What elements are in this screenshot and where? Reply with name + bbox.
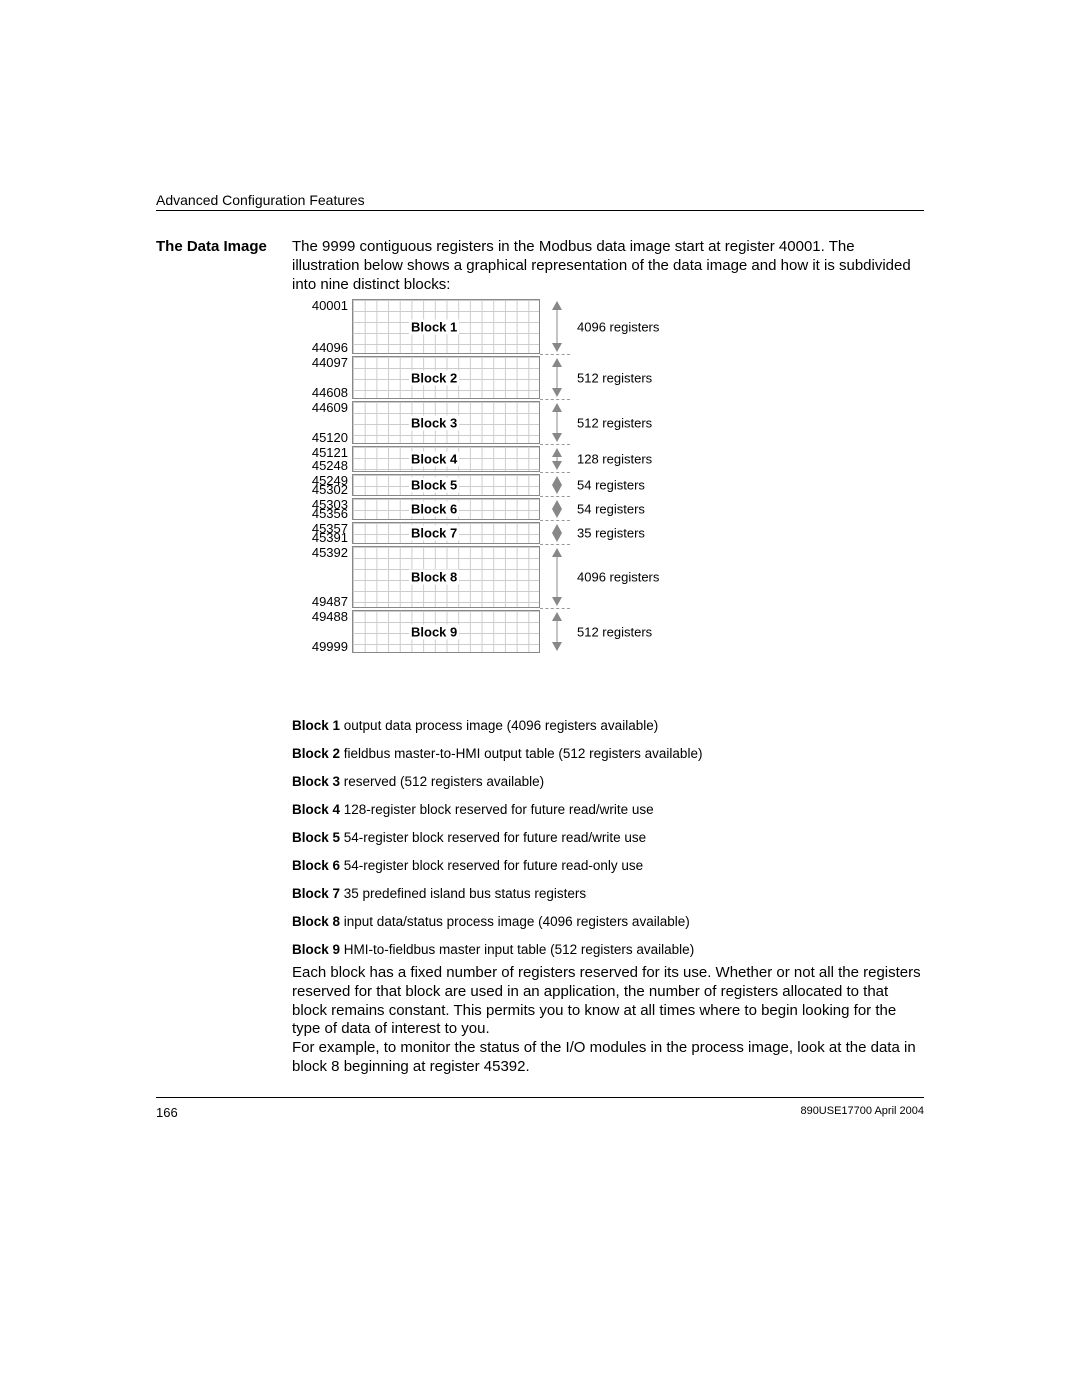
closing-paragraph: Each block has a fixed number of registe… bbox=[292, 964, 924, 1077]
block-description: Block 7 35 predefined island bus status … bbox=[292, 886, 924, 901]
block-description: Block 5 54-register block reserved for f… bbox=[292, 830, 924, 845]
range-arrow-icon bbox=[550, 610, 564, 653]
range-arrow-icon bbox=[550, 299, 564, 354]
register-count: 4096 registers bbox=[577, 319, 659, 334]
register-count: 512 registers bbox=[577, 370, 652, 385]
block-addr-end: 44096 bbox=[292, 341, 348, 354]
block-addr-start: 44097 bbox=[292, 356, 348, 369]
range-arrow-icon bbox=[550, 401, 564, 444]
block-row: Block 3 44609 45120 512 registers bbox=[292, 401, 712, 444]
range-arrow-icon bbox=[550, 474, 564, 496]
block-row: Block 64530345356 54 registers bbox=[292, 498, 712, 520]
block-description-name: Block 8 bbox=[292, 914, 340, 929]
block-row: Block 44512145248 128 registers bbox=[292, 446, 712, 472]
block-description-text: HMI-to-fieldbus master input table (512 … bbox=[340, 942, 694, 957]
range-arrow-icon bbox=[550, 498, 564, 520]
block-label: Block 9 bbox=[409, 624, 459, 639]
running-header: Advanced Configuration Features bbox=[156, 192, 924, 208]
block-label: Block 7 bbox=[409, 526, 459, 541]
block-description-name: Block 7 bbox=[292, 886, 340, 901]
block-label: Block 8 bbox=[409, 570, 459, 585]
register-count: 128 registers bbox=[577, 452, 652, 467]
block-description-list: Block 1 output data process image (4096 … bbox=[292, 718, 924, 970]
block-label: Block 2 bbox=[409, 370, 459, 385]
data-image-diagram: Block 1 40001 44096 4096 registers Block 2 4… bbox=[292, 299, 712, 655]
block-addr-end: 45356 bbox=[292, 507, 348, 520]
block-divider bbox=[540, 544, 570, 545]
header-rule bbox=[156, 210, 924, 211]
block-label: Block 1 bbox=[409, 319, 459, 334]
block-label: Block 5 bbox=[409, 478, 459, 493]
block-description-text: 54-register block reserved for future re… bbox=[340, 830, 646, 845]
block-addr-start: 40001 bbox=[292, 299, 348, 312]
block-description: Block 6 54-register block reserved for f… bbox=[292, 858, 924, 873]
block-divider bbox=[540, 354, 570, 355]
block-description-text: 54-register block reserved for future re… bbox=[340, 858, 643, 873]
block-addr-start: 49488 bbox=[292, 610, 348, 623]
block-description-text: 35 predefined island bus status register… bbox=[340, 886, 586, 901]
block-divider bbox=[540, 608, 570, 609]
range-arrow-icon bbox=[550, 356, 564, 399]
block-description-text: reserved (512 registers available) bbox=[340, 774, 544, 789]
block-description-name: Block 9 bbox=[292, 942, 340, 957]
block-description: Block 4 128-register block reserved for … bbox=[292, 802, 924, 817]
block-label: Block 3 bbox=[409, 415, 459, 430]
page: Advanced Configuration Features The Data… bbox=[0, 0, 1080, 1397]
block-label: Block 4 bbox=[409, 452, 459, 467]
block-addr-start: 44609 bbox=[292, 401, 348, 414]
block-label: Block 6 bbox=[409, 502, 459, 517]
block-description-name: Block 4 bbox=[292, 802, 340, 817]
block-description: Block 3 reserved (512 registers availabl… bbox=[292, 774, 924, 789]
block-divider bbox=[540, 520, 570, 521]
footer-doc-id: 890USE17700 April 2004 bbox=[800, 1105, 924, 1117]
block-description: Block 8 input data/status process image … bbox=[292, 914, 924, 929]
block-divider bbox=[540, 444, 570, 445]
block-addr-end: 45120 bbox=[292, 431, 348, 444]
block-addr-end: 49999 bbox=[292, 640, 348, 653]
block-description-name: Block 1 bbox=[292, 718, 340, 733]
block-addr-end: 45248 bbox=[292, 459, 348, 472]
block-description: Block 1 output data process image (4096 … bbox=[292, 718, 924, 733]
block-row: Block 8 45392 49487 4096 registers bbox=[292, 546, 712, 608]
block-addr-end: 45391 bbox=[292, 531, 348, 544]
block-description-name: Block 3 bbox=[292, 774, 340, 789]
block-description-text: 128-register block reserved for future r… bbox=[340, 802, 654, 817]
register-count: 512 registers bbox=[577, 624, 652, 639]
block-description-name: Block 6 bbox=[292, 858, 340, 873]
intro-paragraph: The 9999 contiguous registers in the Mod… bbox=[292, 238, 924, 294]
block-divider bbox=[540, 399, 570, 400]
register-count: 512 registers bbox=[577, 415, 652, 430]
block-addr-start: 45392 bbox=[292, 546, 348, 559]
block-description-name: Block 2 bbox=[292, 746, 340, 761]
block-row: Block 1 40001 44096 4096 registers bbox=[292, 299, 712, 354]
range-arrow-icon bbox=[550, 546, 564, 608]
block-description-text: fieldbus master-to-HMI output table (512… bbox=[340, 746, 702, 761]
register-count: 4096 registers bbox=[577, 570, 659, 585]
register-count: 35 registers bbox=[577, 526, 645, 541]
block-row: Block 54524945302 54 registers bbox=[292, 474, 712, 496]
block-divider bbox=[540, 496, 570, 497]
block-description-text: output data process image (4096 register… bbox=[340, 718, 658, 733]
block-addr-end: 45302 bbox=[292, 483, 348, 496]
range-arrow-icon bbox=[550, 522, 564, 544]
block-row: Block 2 44097 44608 512 registers bbox=[292, 356, 712, 399]
block-row: Block 9 49488 49999 512 registers bbox=[292, 610, 712, 653]
footer-rule bbox=[156, 1097, 924, 1098]
register-count: 54 registers bbox=[577, 478, 645, 493]
block-description-name: Block 5 bbox=[292, 830, 340, 845]
section-title: The Data Image bbox=[156, 238, 267, 255]
block-addr-end: 49487 bbox=[292, 595, 348, 608]
block-divider bbox=[540, 472, 570, 473]
block-description: Block 2 fieldbus master-to-HMI output ta… bbox=[292, 746, 924, 761]
block-description-text: input data/status process image (4096 re… bbox=[340, 914, 690, 929]
block-description: Block 9 HMI-to-fieldbus master input tab… bbox=[292, 942, 924, 957]
block-addr-end: 44608 bbox=[292, 386, 348, 399]
page-number: 166 bbox=[156, 1105, 178, 1120]
range-arrow-icon bbox=[550, 446, 564, 472]
register-count: 54 registers bbox=[577, 502, 645, 517]
block-row: Block 74535745391 35 registers bbox=[292, 522, 712, 544]
